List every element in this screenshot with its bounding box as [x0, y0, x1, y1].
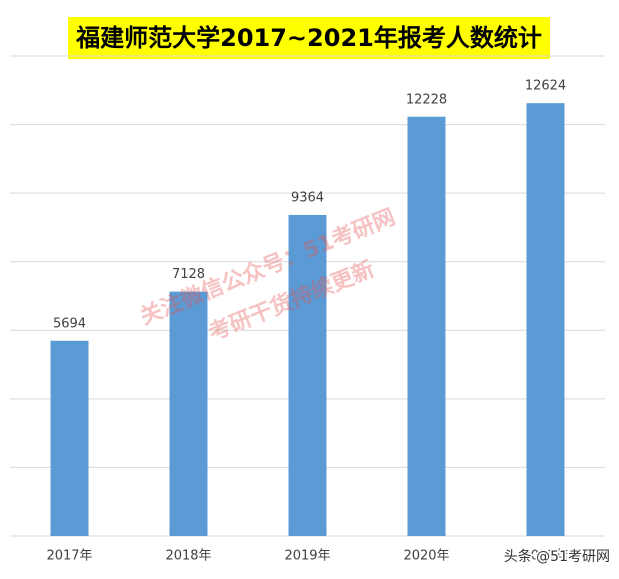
value-label: 7128: [172, 267, 205, 282]
bar: [526, 103, 565, 537]
bar: [407, 116, 446, 537]
bar: [50, 340, 89, 536]
value-label: 9364: [291, 190, 324, 205]
value-label: 12624: [525, 79, 566, 94]
x-tick-label: 2017年: [46, 549, 92, 564]
credit: 头条 @51考研网: [504, 548, 610, 565]
x-tick-label: 2021年: [522, 549, 568, 564]
bar: [288, 214, 327, 536]
value-label: 5694: [53, 316, 86, 331]
chart-title: 福建师范大学2017~2021年报考人数统计: [75, 24, 542, 52]
plot: 5694 2017年 7128 2018年 9364 2019年 12228 2020年 126…: [10, 55, 605, 564]
bar: [169, 291, 208, 536]
x-tick-label: 2020年: [403, 549, 449, 564]
title-highlight: [68, 17, 550, 59]
x-tick-label: 2019年: [284, 549, 330, 564]
x-tick-label: 2018年: [165, 549, 211, 564]
value-label: 12228: [406, 92, 447, 107]
